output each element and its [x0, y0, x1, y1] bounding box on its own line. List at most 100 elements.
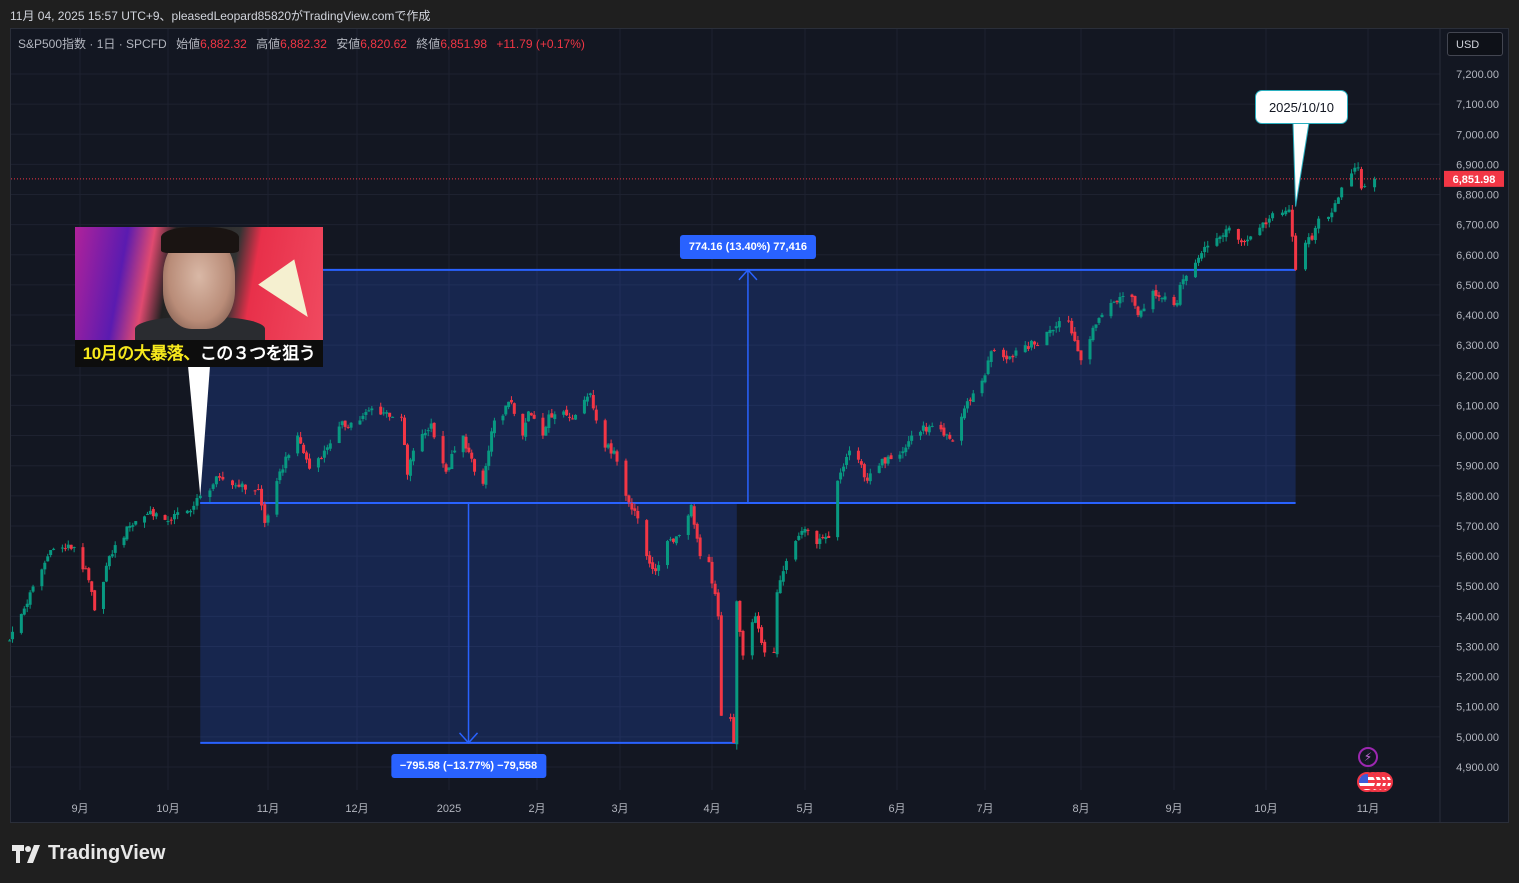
candle-body [388, 412, 392, 417]
currency-button[interactable]: USD [1447, 32, 1503, 56]
candle-body [880, 458, 884, 466]
candle-body [1218, 236, 1222, 239]
y-tick-label: 5,100.00 [1456, 702, 1499, 714]
us-flag-event-icon[interactable] [1357, 772, 1397, 792]
candle-body [1236, 229, 1240, 240]
last-price-tag-text: 6,851.98 [1453, 174, 1496, 186]
candle-body [624, 460, 628, 496]
x-tick-label: 10月 [1254, 803, 1277, 815]
candle-body [818, 538, 822, 544]
y-tick-label: 6,900.00 [1456, 159, 1499, 171]
candle-body [1002, 349, 1006, 358]
x-tick-label: 2月 [528, 803, 545, 815]
candle-body [778, 580, 782, 594]
candle-body [176, 512, 180, 515]
candle-body [986, 360, 990, 374]
symbol-name[interactable]: S&P500指数 · 1日 · SPCFD [18, 37, 167, 51]
candle-body [198, 495, 202, 499]
candle-body [90, 581, 94, 592]
candle-body [1054, 326, 1058, 329]
candle-body [66, 544, 70, 549]
candle-body [738, 600, 742, 632]
candle-body [1051, 329, 1055, 332]
candle-body [989, 351, 993, 362]
us-flag-icon [1357, 772, 1377, 792]
candle-body [627, 495, 631, 503]
candle-body [1023, 345, 1027, 353]
y-tick-label: 7,100.00 [1456, 99, 1499, 111]
candle-body [195, 498, 199, 506]
candle-body [839, 472, 843, 480]
candle-body [299, 437, 303, 444]
candle-body [889, 455, 893, 460]
candle-body [1175, 302, 1179, 306]
date-callout[interactable]: 2025/10/10 [1255, 90, 1348, 124]
candle-body [1303, 242, 1307, 270]
candle-body [859, 461, 863, 465]
chart-panel[interactable] [10, 28, 1509, 823]
candle-body [1139, 310, 1143, 317]
candle-body [729, 717, 733, 719]
thumbnail-caption: 10月の大暴落、この３つを狙う [75, 340, 323, 367]
candle-body [1317, 218, 1321, 229]
y-tick-label: 6,400.00 [1456, 310, 1499, 322]
created-by-line: 11月 04, 2025 15:57 UTC+9、pleasedLeopard8… [10, 9, 431, 23]
candle-body [60, 547, 64, 549]
candle-body [1333, 203, 1337, 212]
candle-body [1079, 350, 1083, 361]
tradingview-logo[interactable]: TradingView [12, 842, 165, 865]
x-tick-label: 11月 [1357, 803, 1379, 815]
candle-body [69, 544, 73, 549]
candle-body [1157, 295, 1161, 297]
candle-body [848, 450, 852, 456]
candle-body [689, 504, 693, 517]
candle-body [237, 484, 241, 487]
candle-body [553, 414, 557, 420]
candle-body [1294, 235, 1298, 270]
candle-body [509, 399, 513, 403]
high-value: 6,882.32 [280, 37, 327, 51]
candle-body [8, 640, 12, 642]
candle-body [447, 467, 451, 470]
candle-body [710, 561, 714, 584]
tradingview-logo-icon [12, 844, 40, 863]
candle-body [1221, 235, 1225, 237]
x-tick-label: 5月 [796, 803, 813, 815]
candle-body [753, 616, 757, 623]
candle-body [101, 581, 105, 609]
candle-body [349, 422, 353, 428]
candle-body [760, 627, 764, 643]
price-range-label-down[interactable]: −795.58 (−13.77%) −79,558 [390, 753, 547, 778]
video-thumbnail[interactable]: 10月の大暴落、この３つを狙う [75, 227, 323, 367]
y-tick-label: 6,700.00 [1456, 220, 1499, 232]
candle-body [524, 422, 528, 437]
candle-body [803, 528, 807, 533]
x-tick-label: 12月 [345, 803, 368, 815]
candle-body [358, 420, 362, 425]
candle-body [379, 406, 383, 415]
candle-body [256, 488, 260, 490]
candle-body [1048, 330, 1052, 334]
candle-body [645, 520, 649, 557]
candle-body [402, 417, 406, 446]
candle-body [1280, 212, 1284, 216]
candle-body [1160, 298, 1164, 300]
candle-body [316, 458, 320, 468]
candle-body [151, 509, 155, 517]
lightning-icon[interactable]: ⚡ [1358, 747, 1378, 767]
close-value: 6,851.98 [440, 37, 488, 51]
candle-body [945, 434, 949, 436]
candle-body [591, 395, 595, 409]
y-tick-label: 6,200.00 [1456, 370, 1499, 382]
candle-body [444, 464, 448, 472]
candle-body [113, 545, 117, 553]
caption-text: この３つを狙う [199, 344, 316, 363]
candle-body [340, 421, 344, 426]
candle-body [145, 513, 149, 515]
thumbnail-pointer [188, 366, 210, 496]
candle-body [122, 537, 126, 546]
price-range-label-up[interactable]: 774.16 (13.40%) 77,416 [679, 234, 816, 259]
candle-body [794, 541, 798, 560]
candle-body [240, 483, 244, 488]
